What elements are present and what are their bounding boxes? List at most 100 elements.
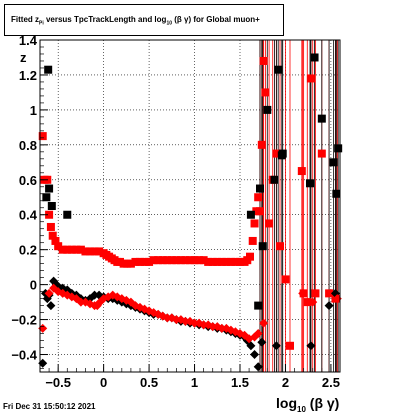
- data-point: [171, 315, 181, 325]
- data-point: [186, 256, 194, 265]
- data-point: [257, 140, 266, 149]
- data-point: [308, 297, 318, 307]
- data-point: [246, 210, 255, 219]
- data-point: [199, 320, 209, 330]
- data-point: [258, 242, 267, 251]
- x-tick-label: 0.5: [140, 375, 158, 390]
- data-point: [332, 189, 341, 198]
- data-point: [63, 210, 72, 219]
- data-point: [172, 256, 181, 265]
- data-point: [199, 256, 208, 265]
- data-point: [44, 288, 54, 298]
- y-tick-label: 1: [30, 103, 37, 118]
- data-point: [259, 56, 268, 65]
- y-tick-label: 0.8: [19, 138, 37, 153]
- data-point: [250, 350, 260, 360]
- data-point: [277, 151, 286, 160]
- data-point: [131, 257, 140, 266]
- data-point: [90, 290, 100, 300]
- data-point: [274, 65, 283, 74]
- title-suffix: (β γ) for Global muon+: [172, 15, 260, 24]
- data-point: [254, 193, 263, 202]
- data-point: [190, 318, 200, 328]
- data-point: [46, 301, 56, 311]
- data-point: [126, 259, 135, 268]
- data-point: [208, 257, 217, 266]
- data-point: [306, 74, 315, 83]
- title-subscript-2: 10: [166, 20, 172, 27]
- x-tick-label: 1.5: [231, 375, 249, 390]
- data-point: [208, 322, 218, 332]
- data-point: [334, 144, 343, 153]
- data-point: [310, 53, 319, 62]
- data-point: [317, 149, 326, 158]
- chart-title: Fitted zPi versus TpcTrackLength and log…: [11, 15, 260, 27]
- data-point: [51, 236, 60, 245]
- data-point: [213, 257, 222, 266]
- y-tick-label: 0.4: [19, 208, 38, 223]
- x-tick-label: −0.5: [45, 375, 71, 390]
- data-point: [48, 231, 57, 240]
- data-point: [256, 184, 264, 193]
- y-axis-label: z: [20, 50, 27, 65]
- data-point: [63, 245, 72, 254]
- data-point: [163, 256, 172, 265]
- data-point: [270, 175, 279, 184]
- data-point: [140, 257, 149, 266]
- data-point: [136, 257, 144, 266]
- data-point: [204, 257, 213, 266]
- data-point: [90, 247, 99, 256]
- data-point: [306, 341, 316, 351]
- data-point: [297, 167, 306, 176]
- data-point: [72, 245, 81, 254]
- data-point: [298, 288, 308, 298]
- y-tick-label: 1.2: [19, 68, 37, 83]
- y-tick-label: 0: [30, 278, 37, 293]
- data-point: [54, 242, 63, 251]
- data-point: [253, 329, 263, 339]
- data-point: [180, 316, 190, 326]
- plot-frame: [39, 39, 341, 373]
- y-tick-label: −0.4: [11, 348, 37, 363]
- y-tick-label: 0.6: [19, 173, 37, 188]
- data-point: [325, 289, 334, 298]
- data-point: [222, 257, 231, 266]
- data-point: [317, 114, 326, 123]
- data-point: [306, 179, 314, 188]
- data-point: [76, 297, 86, 307]
- data-point: [265, 219, 274, 228]
- title-prefix: Fitted z: [11, 15, 39, 24]
- data-point: [256, 207, 264, 216]
- data-point: [263, 105, 272, 114]
- data-point: [276, 242, 284, 251]
- title-subscript-1: Pi: [39, 20, 44, 27]
- data-point: [158, 256, 167, 265]
- data-point: [181, 256, 190, 265]
- timestamp: Fri Dec 31 15:50:12 2021: [3, 402, 96, 411]
- data-point: [231, 257, 240, 266]
- data-point: [217, 257, 226, 266]
- data-point: [149, 256, 158, 265]
- data-point: [38, 132, 47, 141]
- data-point: [272, 149, 281, 158]
- x-tick-label: 0: [100, 375, 107, 390]
- data-point: [67, 245, 76, 254]
- data-point: [95, 247, 104, 256]
- error-bars: [259, 40, 339, 372]
- data-point: [246, 252, 254, 261]
- title-middle: versus TpcTrackLength and log: [43, 15, 167, 24]
- data-point: [303, 298, 312, 307]
- x-tick-label: 2: [282, 375, 289, 390]
- data-point: [44, 65, 53, 74]
- data-point: [58, 245, 67, 254]
- y-tick-label: −0.2: [11, 313, 37, 328]
- data-point: [246, 341, 256, 351]
- data-point: [261, 88, 270, 97]
- data-point: [250, 219, 259, 228]
- data-point: [329, 158, 338, 167]
- y-tick-label: 1.4: [19, 33, 38, 48]
- data-point: [154, 256, 163, 265]
- data-point: [45, 184, 54, 193]
- x-tick-label: 2.5: [322, 375, 340, 390]
- data-point: [226, 257, 235, 266]
